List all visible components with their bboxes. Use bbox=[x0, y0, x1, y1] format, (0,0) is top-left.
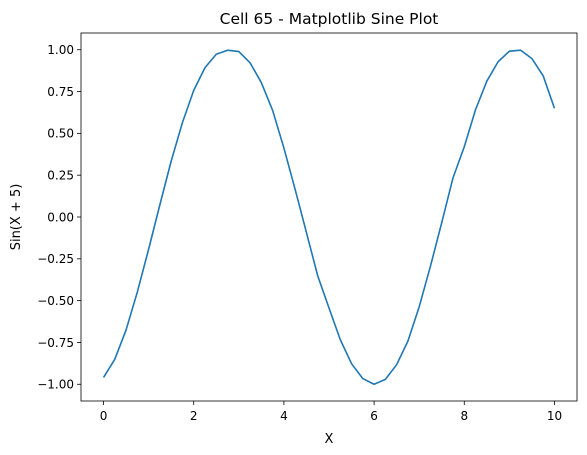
chart-title: Cell 65 - Matplotlib Sine Plot bbox=[220, 10, 439, 28]
x-tick-label: 10 bbox=[547, 409, 562, 423]
y-tick-label: −1.00 bbox=[37, 378, 74, 392]
y-tick-label: 0.00 bbox=[47, 210, 74, 224]
x-axis-label: X bbox=[325, 432, 334, 447]
plot-area bbox=[81, 33, 577, 401]
y-axis-ticks: −1.00 −0.75 −0.50 −0.25 0.00 0.25 0.50 0.75 1.00 bbox=[37, 43, 81, 392]
plot-lines bbox=[102, 49, 556, 386]
y-tick-label: 0.75 bbox=[47, 85, 74, 99]
y-tick-label: 0.25 bbox=[47, 168, 74, 182]
y-tick-label: 0.50 bbox=[47, 127, 74, 141]
y-axis-label: Sin(X + 5) bbox=[9, 184, 24, 251]
y-tick-label: −0.50 bbox=[37, 294, 74, 308]
y-tick-label: −0.25 bbox=[37, 252, 74, 266]
x-tick-label: 8 bbox=[460, 409, 468, 423]
x-tick-label: 6 bbox=[370, 409, 378, 423]
x-tick-label: 2 bbox=[190, 409, 198, 423]
x-tick-label: 4 bbox=[280, 409, 288, 423]
y-tick-label: −0.75 bbox=[37, 336, 74, 350]
y-tick-label: 1.00 bbox=[47, 43, 74, 57]
sine-series-line bbox=[102, 49, 556, 386]
x-tick-label: 0 bbox=[100, 409, 108, 423]
x-axis-ticks: 0 2 4 6 8 10 bbox=[100, 401, 562, 423]
